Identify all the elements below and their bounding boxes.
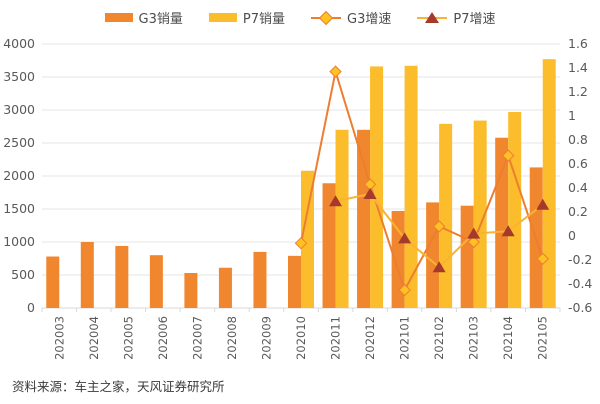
bar-g3-202008 [218,267,232,308]
y-right-tick-1.4: 1.4 [568,60,588,75]
bar-g3-202006 [149,255,163,308]
g3-growth-marker-202103 [467,235,480,249]
bar-g3-202003 [46,256,60,308]
bar-g3-202004 [80,242,94,308]
bar-p7-202012 [370,66,384,308]
x-tick-202011: 202011 [329,316,343,360]
g3-growth-marker-202011 [329,65,342,78]
p7-growth-marker-202105 [536,198,550,210]
y-left-tick-3000: 3000 [3,102,35,117]
g3-growth-marker-202104 [501,149,515,162]
y-right-tick-0.4: 0.4 [568,180,588,195]
bar-g3-202007 [184,273,198,308]
y-right-tick-0.2: 0.2 [568,204,588,219]
g3-growth-marker-202102 [432,220,446,233]
y-left-tick-3500: 3500 [3,69,35,84]
x-tick-202104: 202104 [501,316,515,360]
bar-p7-202010 [301,170,314,308]
y-left-tick-1500: 1500 [3,201,35,216]
p7-growth-marker-202103 [467,227,481,239]
x-tick-202009: 202009 [259,316,273,360]
legend-label-g3-sales: G3销量 [138,12,183,27]
x-tick-202012: 202012 [363,316,377,360]
y-left-tick-2500: 2500 [3,135,35,150]
bar-p7-202102 [439,123,453,308]
bar-g3-202010 [288,255,301,308]
x-tick-202003: 202003 [52,316,66,360]
p7-growth-marker-202104 [501,225,515,237]
x-tick-202008: 202008 [225,316,239,360]
legend-item-g3-growth: G3增速 [311,8,391,27]
g3-growth-marker-202101 [398,283,411,297]
y-right-tick--0.6: -0.6 [568,300,592,315]
p7-growth-marker-202011 [329,195,343,207]
y-right-tick-1.6: 1.6 [568,36,588,51]
y-left-tick-500: 500 [11,267,35,282]
legend-item-p7-sales: P7销量 [208,8,285,27]
x-tick-202103: 202103 [467,316,481,360]
g3-sales-bar-swatch-icon [104,13,133,22]
x-tick-202004: 202004 [87,316,101,360]
x-tick-202102: 202102 [432,316,446,360]
p7-growth-marker-202101 [398,232,412,244]
legend-item-g3-sales: G3销量 [104,8,183,27]
legend-label-p7-growth: P7增速 [453,12,496,27]
legend: G3销量 P7销量 G3增速 P7增速 [0,8,600,27]
bar-g3-202009 [253,251,267,308]
y-left-tick-4000: 4000 [3,36,35,51]
x-tick-202010: 202010 [294,316,308,360]
x-tick-202007: 202007 [190,316,204,360]
x-tick-202006: 202006 [156,316,170,360]
bar-g3-202102 [426,202,440,308]
y-left-tick-1000: 1000 [3,234,35,249]
bar-p7-202103 [473,120,487,308]
legend-label-p7-sales: P7销量 [242,12,285,27]
y-left-tick-2000: 2000 [3,168,35,183]
g3-growth-line [300,71,544,293]
legend-label-g3-growth: G3增速 [347,12,392,27]
p7-growth-line-swatch-icon [417,11,448,24]
bar-p7-202105 [542,59,556,309]
bar-g3-202103 [460,205,474,308]
x-tick-202005: 202005 [121,316,135,360]
bar-g3-202011 [322,183,336,308]
legend-item-p7-growth: P7增速 [417,8,495,27]
x-tick-202105: 202105 [536,316,550,360]
g3-growth-marker-202105 [536,252,549,266]
source-note: 资料来源：车主之家，天风证券研究所 [12,379,225,394]
y-right-tick-0.6: 0.6 [568,156,588,171]
y-right-tick-0.8: 0.8 [568,132,588,147]
g3-growth-line-swatch-icon [311,10,341,25]
g3-growth-marker-202010 [294,236,308,250]
y-right-tick-1: 1 [568,108,576,123]
bar-g3-202104 [495,137,509,308]
bar-g3-202012 [357,129,371,308]
y-right-tick-0: 0 [568,228,576,243]
x-tick-202101: 202101 [398,316,412,360]
p7-sales-bar-swatch-icon [208,13,237,22]
p7-growth-marker-202012 [363,188,377,199]
p7-growth-marker-202102 [432,261,446,273]
y-right-tick-1.2: 1.2 [568,84,588,99]
bar-g3-202005 [115,245,129,308]
y-left-tick-0: 0 [27,300,35,315]
bar-p7-202011 [335,129,349,308]
y-right-tick--0.4: -0.4 [568,276,592,291]
bar-p7-202104 [508,111,522,308]
y-right-tick--0.2: -0.2 [568,252,592,267]
